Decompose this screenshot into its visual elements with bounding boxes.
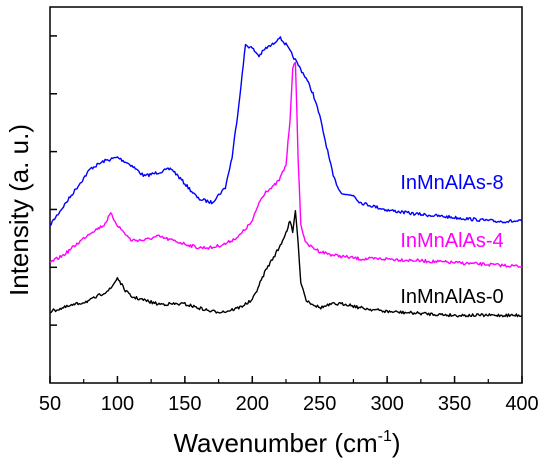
series-labels: InMnAlAs-8 InMnAlAs-4 InMnAlAs-0 <box>400 172 503 308</box>
x-axis-label: Wavenumber (cm-1) <box>173 428 400 458</box>
series-label-1: InMnAlAs-4 <box>400 230 503 252</box>
x-axis-label-close: ) <box>392 428 401 458</box>
plot-border <box>49 6 523 384</box>
x-tick-label: 250 <box>303 393 336 415</box>
x-tick-label: 150 <box>168 393 201 415</box>
series-label-0: InMnAlAs-8 <box>400 172 503 194</box>
x-axis-ticks: 50 100 150 200 250 300 350 400 <box>39 376 539 415</box>
y-axis-ticks <box>50 35 57 326</box>
x-tick-label: 200 <box>236 393 269 415</box>
series-label-2: InMnAlAs-0 <box>400 286 503 308</box>
x-axis-label-superscript: -1 <box>378 428 392 445</box>
series-line-2 <box>49 210 523 318</box>
y-axis-label: Intensity (a. u.) <box>4 124 34 296</box>
series-line-1 <box>49 61 523 268</box>
x-tick-label: 350 <box>438 393 471 415</box>
x-tick-label: 100 <box>101 393 134 415</box>
x-tick-label: 300 <box>370 393 403 415</box>
x-tick-label: 50 <box>39 393 61 415</box>
series-line-0 <box>49 36 523 226</box>
x-axis-label-main: Wavenumber (cm <box>173 428 377 458</box>
plot-frame <box>49 6 523 384</box>
x-tick-label: 400 <box>505 393 538 415</box>
series-lines <box>49 36 523 318</box>
